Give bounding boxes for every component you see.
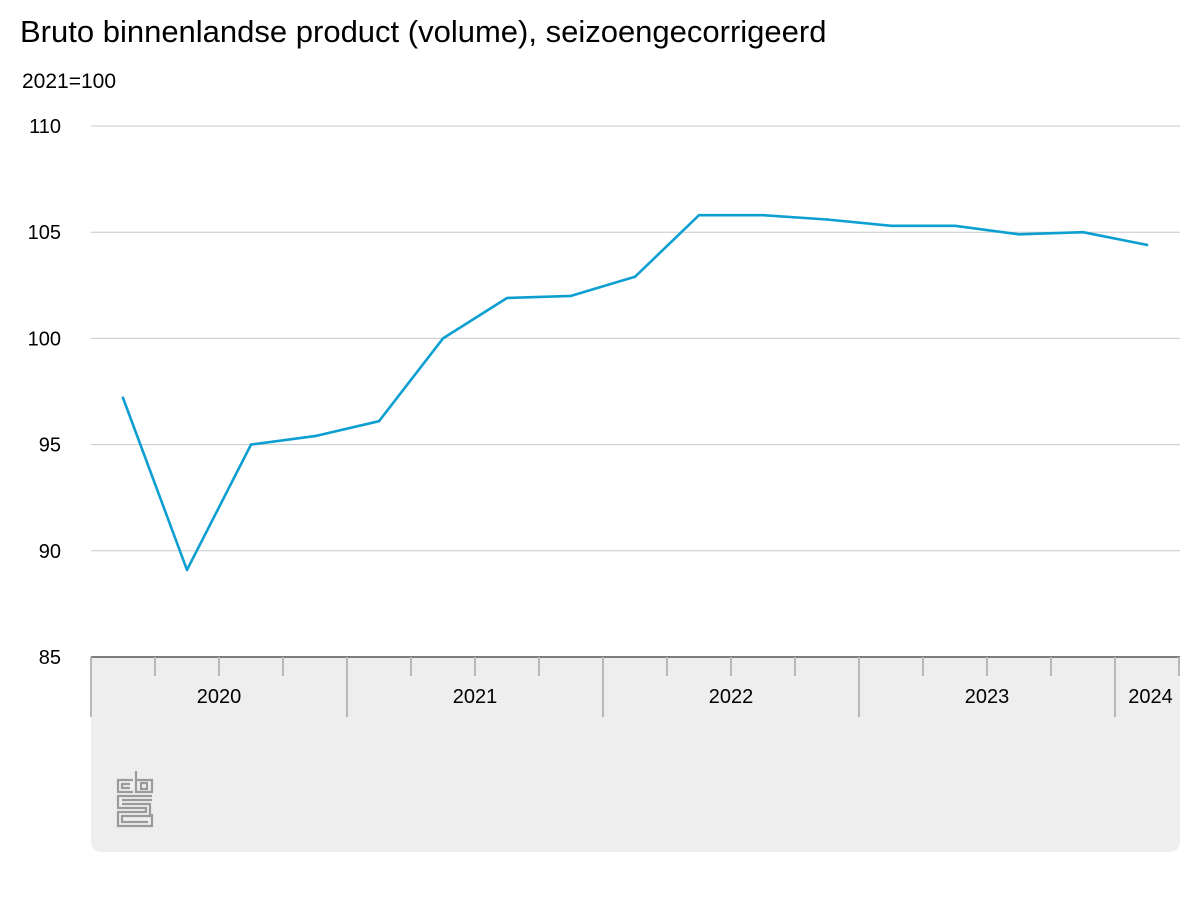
y-tick-label: 105	[28, 222, 61, 244]
data-point	[569, 294, 573, 298]
y-tick-label: 90	[39, 541, 61, 563]
x-axis-band	[91, 657, 1180, 852]
data-point	[377, 419, 381, 423]
chart-subtitle: 2021=100	[22, 70, 117, 93]
data-point	[121, 396, 125, 400]
x-year-label: 2021	[453, 686, 498, 708]
data-point	[441, 337, 445, 340]
x-year-label: 2023	[965, 686, 1010, 708]
data-point	[1017, 233, 1021, 236]
y-tick-label: 85	[39, 647, 61, 669]
cbs-logo	[116, 770, 154, 828]
data-point	[249, 443, 253, 446]
data-point	[185, 568, 189, 572]
data-point	[825, 218, 829, 221]
x-axis-band-top	[91, 657, 1180, 677]
chart-title: Bruto binnenlandse product (volume), sei…	[20, 14, 827, 49]
series-line	[121, 213, 1149, 572]
x-year-label: 2024	[1128, 686, 1173, 708]
y-tick-label: 95	[39, 435, 61, 457]
cbs-logo-mark	[116, 771, 154, 828]
y-tick-label: 110	[29, 116, 61, 138]
data-point	[1145, 243, 1149, 247]
data-point	[889, 224, 893, 228]
data-point	[953, 224, 957, 228]
data-point	[505, 296, 509, 300]
data-point	[761, 213, 765, 217]
y-tick-label: 100	[28, 328, 61, 350]
data-point	[633, 275, 637, 279]
data-point	[697, 213, 701, 217]
data-point	[313, 434, 317, 438]
x-year-label: 2022	[709, 686, 754, 708]
x-year-label: 2020	[197, 686, 242, 708]
data-point	[1081, 230, 1085, 234]
